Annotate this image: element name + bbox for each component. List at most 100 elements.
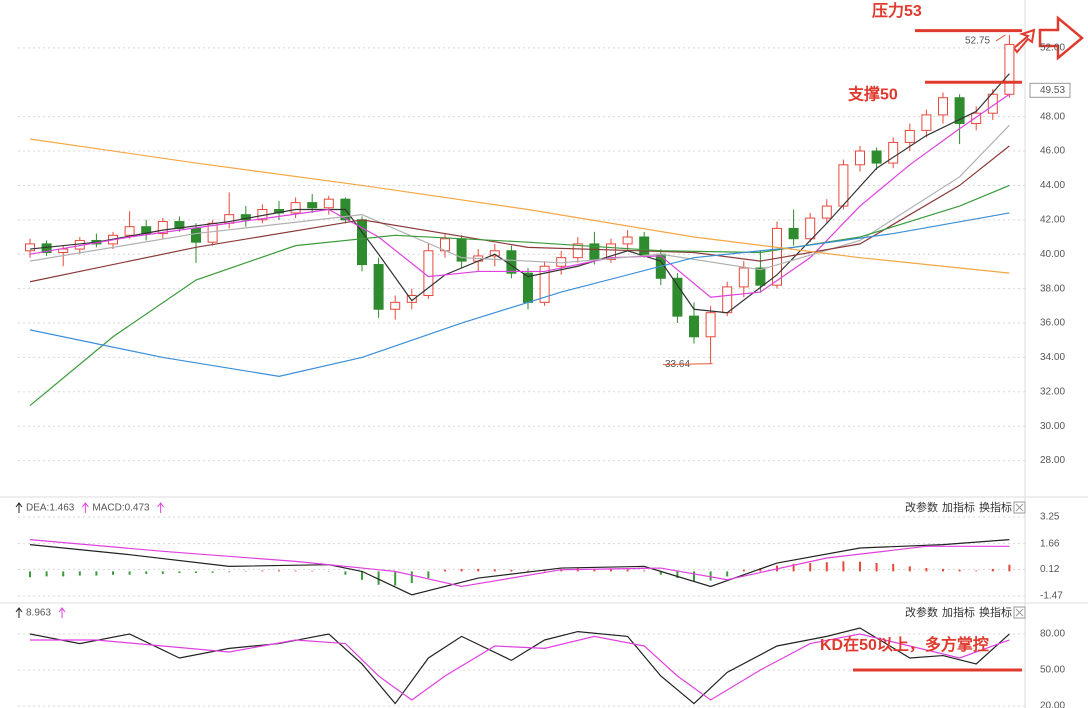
indicator-line [29,539,1010,596]
macd-bar [908,566,911,572]
macd-bar [842,561,845,572]
indicator-line [29,73,1010,314]
macd-bar [610,568,612,572]
annotation-text: 压力53 [872,1,922,20]
candle-body [191,227,201,243]
macd-bar [1008,564,1011,572]
toolbar-button[interactable]: 改参数 [905,605,938,619]
y-tick-label: 30.00 [1040,421,1065,432]
y-tick-label: 80.00 [1040,629,1065,640]
macd-bar [709,571,712,581]
candle-body [25,243,35,252]
macd-bar [759,568,762,572]
macd-bar [626,569,629,572]
candle-body [572,243,583,259]
toolbar-button[interactable]: 换指标 [979,500,1012,514]
macd-bar [444,569,446,572]
arrow-icon [1012,28,1036,54]
candle-body [788,227,799,240]
macd-bar [261,570,264,572]
candle-body [821,205,832,219]
arrow-icon [1038,15,1084,61]
y-tick-label: 20.00 [1040,701,1065,708]
candle-body [307,202,318,209]
macd-bar [527,570,529,572]
macd-bar [427,571,430,579]
y-tick-label: 46.00 [1040,146,1065,157]
macd-bar [29,571,31,578]
y-tick-label: 44.00 [1040,180,1065,191]
macd-bar [410,571,413,584]
candle-body [157,221,168,235]
macd-bar [925,568,928,572]
macd-bar [294,570,297,572]
close-icon [1015,503,1024,512]
indicator-line [29,212,1010,377]
candle-body [423,250,434,296]
price-marker-box [1029,82,1071,98]
macd-bar [95,571,98,576]
macd-bar [593,568,596,572]
macd-bar [45,571,48,577]
candle-body [639,236,650,255]
macd-bar [726,571,729,577]
candle-body [124,226,135,236]
toolbar-button[interactable]: 换指标 [979,605,1012,619]
macd-bar [460,568,463,572]
macd-bar [809,563,812,572]
indicator-line [29,124,1010,271]
legend-item: DEA:1.463 [26,503,75,514]
candle-body [506,250,517,274]
macd-bar [991,568,994,572]
macd-bar [493,569,496,572]
candle-body [539,265,550,303]
candle-body [323,198,334,209]
toolbar-button[interactable]: 加指标 [942,500,975,514]
macd-bar [278,570,280,572]
candle-body [805,217,816,240]
y-tick-label: 50.00 [1040,665,1065,676]
annotation-text: 支撑50 [847,84,898,103]
candle-body [373,264,384,310]
y-tick-label: 36.00 [1040,318,1065,329]
high-pointer [995,34,1006,42]
y-tick-label: 1.66 [1040,538,1060,549]
indicator-line [30,633,1010,701]
y-tick-label: -1.47 [1040,591,1063,602]
macd-bar [825,562,828,572]
macd-bar [792,563,795,572]
candle-body [390,301,401,310]
macd-bar [62,571,65,577]
candle-body [888,141,899,164]
y-tick-label: 42.00 [1040,214,1065,225]
candle-body [622,236,633,245]
candle-body [971,112,982,125]
macd-bar [361,571,363,580]
candle-body [738,267,749,288]
macd-bar [693,571,695,582]
candle-body [489,250,500,257]
macd-bar [643,570,646,572]
indicator-line [29,184,1010,407]
y-tick-label: 28.00 [1040,455,1065,466]
candle-body [672,277,683,317]
macd-bar [178,571,181,574]
candle-body [406,294,417,303]
macd-bar [676,571,679,579]
low-pointer [662,363,713,366]
macd-bar [311,570,314,572]
macd-bar [145,571,148,574]
candle-body [921,114,932,131]
macd-bar [975,570,978,572]
candle-body [689,315,699,338]
toolbar-button[interactable]: 改参数 [905,500,938,514]
macd-bar [344,571,347,575]
close-icon [1015,608,1024,617]
macd-bar [892,563,895,572]
macd-bar [659,571,662,575]
toolbar-button[interactable]: 加指标 [942,605,975,619]
up-arrow-icon [58,607,66,618]
macd-bar [128,571,131,575]
